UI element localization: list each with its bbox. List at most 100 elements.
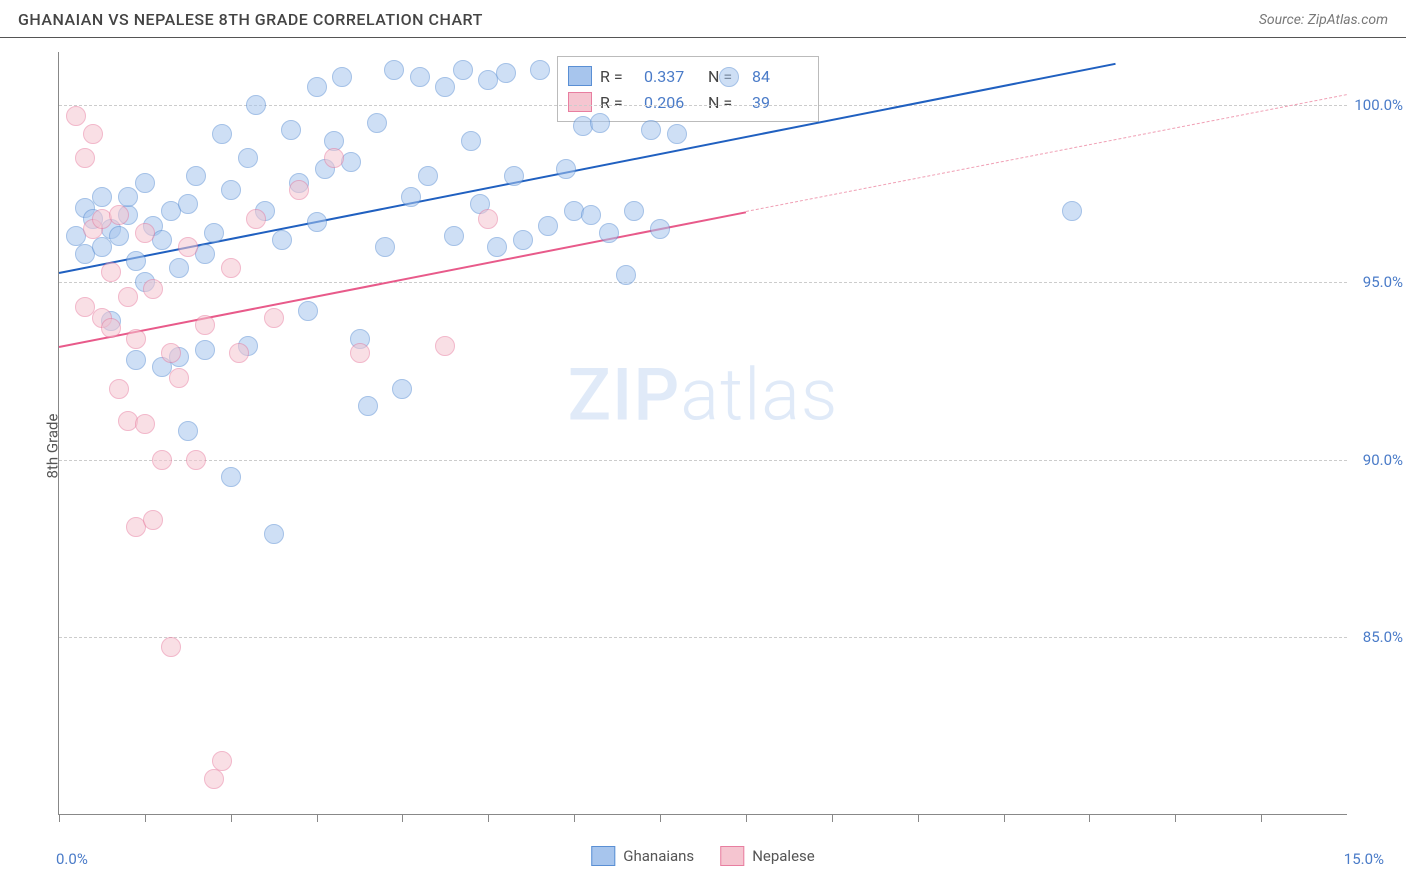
data-point xyxy=(624,201,644,221)
gridline xyxy=(59,282,1347,283)
data-point xyxy=(332,67,352,87)
data-point xyxy=(435,77,455,97)
data-point xyxy=(264,308,284,328)
data-point xyxy=(126,251,146,271)
ytick-label: 85.0% xyxy=(1363,628,1403,646)
data-point xyxy=(478,209,498,229)
data-point xyxy=(375,237,395,257)
data-point xyxy=(496,63,516,83)
data-point xyxy=(238,148,258,168)
xtick xyxy=(402,814,403,822)
data-point xyxy=(581,205,601,225)
data-point xyxy=(212,124,232,144)
data-point xyxy=(307,77,327,97)
source-attribution: Source: ZipAtlas.com xyxy=(1259,12,1388,28)
plot-area: ZIPatlas R = 0.337 N = 84 R = 0.206 N = … xyxy=(58,52,1347,815)
xtick xyxy=(918,814,919,822)
data-point xyxy=(556,159,576,179)
series-legend: Ghanaians Nepalese xyxy=(591,846,814,866)
swatch-blue xyxy=(568,66,592,86)
data-point xyxy=(264,524,284,544)
data-point xyxy=(667,124,687,144)
data-point xyxy=(204,223,224,243)
ytick-label: 100.0% xyxy=(1354,96,1403,114)
data-point xyxy=(453,60,473,80)
xtick xyxy=(488,814,489,822)
data-point xyxy=(461,131,481,151)
data-point xyxy=(719,67,739,87)
xtick xyxy=(660,814,661,822)
data-point xyxy=(126,329,146,349)
data-point xyxy=(126,350,146,370)
gridline xyxy=(59,460,1347,461)
data-point xyxy=(109,379,129,399)
correlation-legend: R = 0.337 N = 84 R = 0.206 N = 39 xyxy=(557,56,819,122)
data-point xyxy=(358,396,378,416)
data-point xyxy=(324,148,344,168)
xtick xyxy=(832,814,833,822)
data-point xyxy=(118,287,138,307)
data-point xyxy=(650,219,670,239)
data-point xyxy=(221,467,241,487)
data-point xyxy=(109,205,129,225)
data-point xyxy=(161,343,181,363)
chart-header: GHANAIAN VS NEPALESE 8TH GRADE CORRELATI… xyxy=(0,0,1406,38)
data-point xyxy=(246,209,266,229)
data-point xyxy=(195,340,215,360)
data-point xyxy=(212,751,232,771)
data-point xyxy=(392,379,412,399)
data-point xyxy=(289,180,309,200)
xtick xyxy=(317,814,318,822)
data-point xyxy=(530,60,550,80)
data-point xyxy=(298,301,318,321)
swatch-pink xyxy=(720,846,744,866)
data-point xyxy=(307,212,327,232)
data-point xyxy=(401,187,421,207)
data-point xyxy=(350,343,370,363)
xtick xyxy=(59,814,60,822)
xtick xyxy=(231,814,232,822)
data-point xyxy=(195,315,215,335)
chart-title: GHANAIAN VS NEPALESE 8TH GRADE CORRELATI… xyxy=(18,10,483,29)
data-point xyxy=(143,279,163,299)
xtick xyxy=(574,814,575,822)
xtick xyxy=(1261,814,1262,822)
data-point xyxy=(246,95,266,115)
data-point xyxy=(599,223,619,243)
data-point xyxy=(109,226,129,246)
data-point xyxy=(590,113,610,133)
data-point xyxy=(221,180,241,200)
data-point xyxy=(1062,201,1082,221)
data-point xyxy=(435,336,455,356)
data-point xyxy=(616,265,636,285)
data-point xyxy=(221,258,241,278)
ytick-label: 90.0% xyxy=(1363,451,1403,469)
swatch-blue xyxy=(591,846,615,866)
data-point xyxy=(178,421,198,441)
x-max-label: 15.0% xyxy=(1344,850,1384,868)
data-point xyxy=(229,343,249,363)
data-point xyxy=(135,414,155,434)
xtick xyxy=(1004,814,1005,822)
data-point xyxy=(418,166,438,186)
legend-item-nepalese: Nepalese xyxy=(720,846,815,866)
data-point xyxy=(186,450,206,470)
data-point xyxy=(135,223,155,243)
xtick xyxy=(145,814,146,822)
data-point xyxy=(538,216,558,236)
data-point xyxy=(367,113,387,133)
data-point xyxy=(152,450,172,470)
data-point xyxy=(143,510,163,530)
data-point xyxy=(169,368,189,388)
data-point xyxy=(444,226,464,246)
data-point xyxy=(101,318,121,338)
legend-row-nepalese: R = 0.206 N = 39 xyxy=(568,89,808,115)
data-point xyxy=(513,230,533,250)
data-point xyxy=(161,637,181,657)
data-point xyxy=(641,120,661,140)
ytick-label: 95.0% xyxy=(1363,273,1403,291)
legend-row-ghanaians: R = 0.337 N = 84 xyxy=(568,63,808,89)
data-point xyxy=(152,230,172,250)
data-point xyxy=(75,148,95,168)
data-point xyxy=(186,166,206,186)
